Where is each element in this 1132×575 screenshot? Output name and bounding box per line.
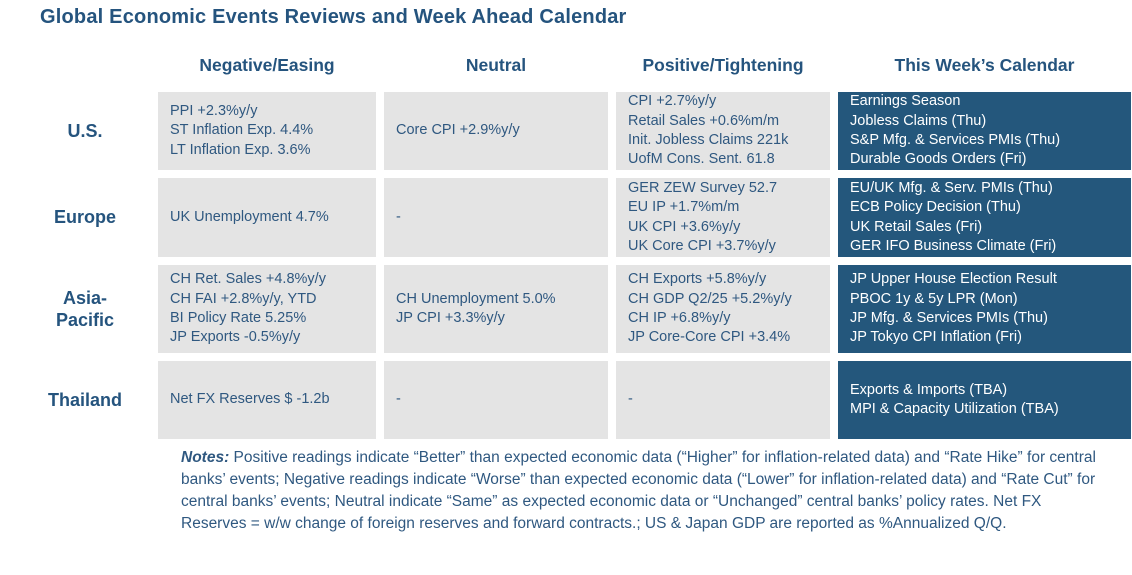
- cell-line: Jobless Claims (Thu): [850, 112, 987, 129]
- cell-line: GER ZEW Survey 52.7: [628, 179, 778, 196]
- cell-line: JP Mfg. & Services PMIs (Thu): [850, 310, 1048, 326]
- cell-positive-tightening: CPI +2.7%y/y Retail Sales +0.6%m/m Init. J…: [616, 92, 830, 170]
- cell-weekly-calendar: Earnings Season Jobless Claims (Thu) S&P M…: [838, 92, 1131, 170]
- cell-positive-tightening: GER ZEW Survey 52.7 EU IP +1.7%m/m UK CPI …: [616, 178, 830, 257]
- cell-weekly-calendar: EU/UK Mfg. & Serv. PMIs (Thu) ECB Policy …: [838, 178, 1131, 257]
- cell-line: Net FX Reserves $ -1.2b: [170, 391, 330, 408]
- cell-negative-easing: CH Ret. Sales +4.8%y/y CH FAI +2.8%y/y, Y…: [158, 265, 376, 353]
- cell-positive-tightening: -: [616, 361, 830, 439]
- region-label: U.S.: [67, 120, 103, 141]
- cell-line: PBOC 1y & 5y LPR (Mon): [850, 290, 1018, 307]
- cell-line: JP Core-Core CPI +3.4%: [628, 329, 791, 346]
- cell-weekly-calendar: Exports & Imports (TBA) MPI & Capacity Ut…: [838, 361, 1131, 439]
- cell-positive-tightening: CH Exports +5.8%y/y CH GDP Q2/25 +5.2%y/y…: [616, 265, 830, 353]
- cell-line: Earnings Season: [850, 93, 961, 110]
- region-label: Europe: [53, 207, 116, 228]
- cell-line: UK Unemployment 4.7%: [170, 208, 329, 225]
- cell-line: UofM Cons. Sent. 61.8: [628, 151, 775, 168]
- cell-line: Durable Goods Orders (Fri): [850, 151, 1027, 168]
- region-label: Thailand: [47, 389, 122, 410]
- cell-line: CH Unemployment 5.0%: [396, 290, 556, 307]
- cell-neutral: CH Unemployment 5.0% JP CPI +3.3%y/y: [384, 265, 608, 353]
- column-header-this-weeks-calendar: This Week’s Calendar: [894, 54, 1075, 75]
- cell-negative-easing: PPI +2.3%y/y ST Inflation Exp. 4.4% LT Inf…: [158, 92, 376, 170]
- region-label: Asia- Pacific: [55, 287, 115, 331]
- column-header-negative-easing: Negative/Easing: [199, 54, 335, 75]
- cell-line: UK CPI +3.6%y/y: [628, 218, 741, 235]
- column-header-positive-tightening: Positive/Tightening: [642, 54, 804, 75]
- cell-line: CPI +2.7%y/y: [628, 93, 717, 110]
- cell-neutral: -: [384, 178, 608, 257]
- cell-line: -: [396, 391, 401, 408]
- cell-line: ECB Policy Decision (Thu): [850, 199, 1021, 216]
- cell-line: CH Ret. Sales +4.8%y/y: [170, 271, 326, 288]
- corner-spacer: [20, 46, 150, 84]
- cell-line: EU/UK Mfg. & Serv. PMIs (Thu): [850, 179, 1053, 196]
- cell-line: LT Inflation Exp. 3.6%: [170, 141, 311, 158]
- cell-line: Retail Sales +0.6%m/m: [628, 112, 780, 129]
- cell-negative-easing: UK Unemployment 4.7%: [158, 178, 376, 257]
- cell-line: PPI +2.3%y/y: [170, 103, 258, 120]
- cell-line: EU IP +1.7%m/m: [628, 199, 740, 216]
- cell-line: BI Policy Rate 5.25%: [170, 310, 307, 326]
- economic-events-table: Negative/Easing Neutral Positive/Tighten…: [20, 46, 1131, 439]
- cell-line: JP Exports -0.5%y/y: [170, 329, 301, 346]
- cell-line: ST Inflation Exp. 4.4%: [170, 122, 314, 139]
- cell-line: UK Core CPI +3.7%y/y: [628, 237, 776, 254]
- cell-neutral: -: [384, 361, 608, 439]
- cell-line: MPI & Capacity Utilization (TBA): [850, 401, 1059, 417]
- cell-line: Init. Jobless Claims 221k: [628, 132, 789, 148]
- cell-line: CH IP +6.8%y/y: [628, 310, 731, 326]
- cell-line: UK Retail Sales (Fri): [850, 218, 983, 235]
- cell-line: Exports & Imports (TBA): [850, 381, 1008, 398]
- cell-neutral: Core CPI +2.9%y/y: [384, 92, 608, 170]
- cell-line: S&P Mfg. & Services PMIs (Thu): [850, 132, 1061, 148]
- cell-line: CH Exports +5.8%y/y: [628, 271, 767, 288]
- page-title: Global Economic Events Reviews and Week …: [40, 6, 627, 28]
- cell-negative-easing: Net FX Reserves $ -1.2b: [158, 361, 376, 439]
- cell-line: CH GDP Q2/25 +5.2%y/y: [628, 290, 792, 307]
- notes-label: Notes:: [181, 449, 230, 466]
- cell-weekly-calendar: JP Upper House Election Result PBOC 1y & …: [838, 265, 1131, 353]
- cell-line: JP Tokyo CPI Inflation (Fri): [850, 329, 1022, 346]
- cell-line: GER IFO Business Climate (Fri): [850, 237, 1057, 254]
- cell-line: JP Upper House Election Result: [850, 271, 1057, 288]
- cell-line: Core CPI +2.9%y/y: [396, 122, 520, 139]
- column-header-neutral: Neutral: [465, 54, 527, 75]
- cell-line: -: [628, 391, 633, 408]
- cell-line: JP CPI +3.3%y/y: [396, 310, 505, 326]
- notes-text: Positive readings indicate “Better” than…: [181, 449, 1096, 532]
- cell-line: -: [396, 208, 401, 225]
- cell-line: CH FAI +2.8%y/y, YTD: [170, 290, 317, 307]
- notes: Notes: Positive readings indicate “Bette…: [181, 447, 1106, 535]
